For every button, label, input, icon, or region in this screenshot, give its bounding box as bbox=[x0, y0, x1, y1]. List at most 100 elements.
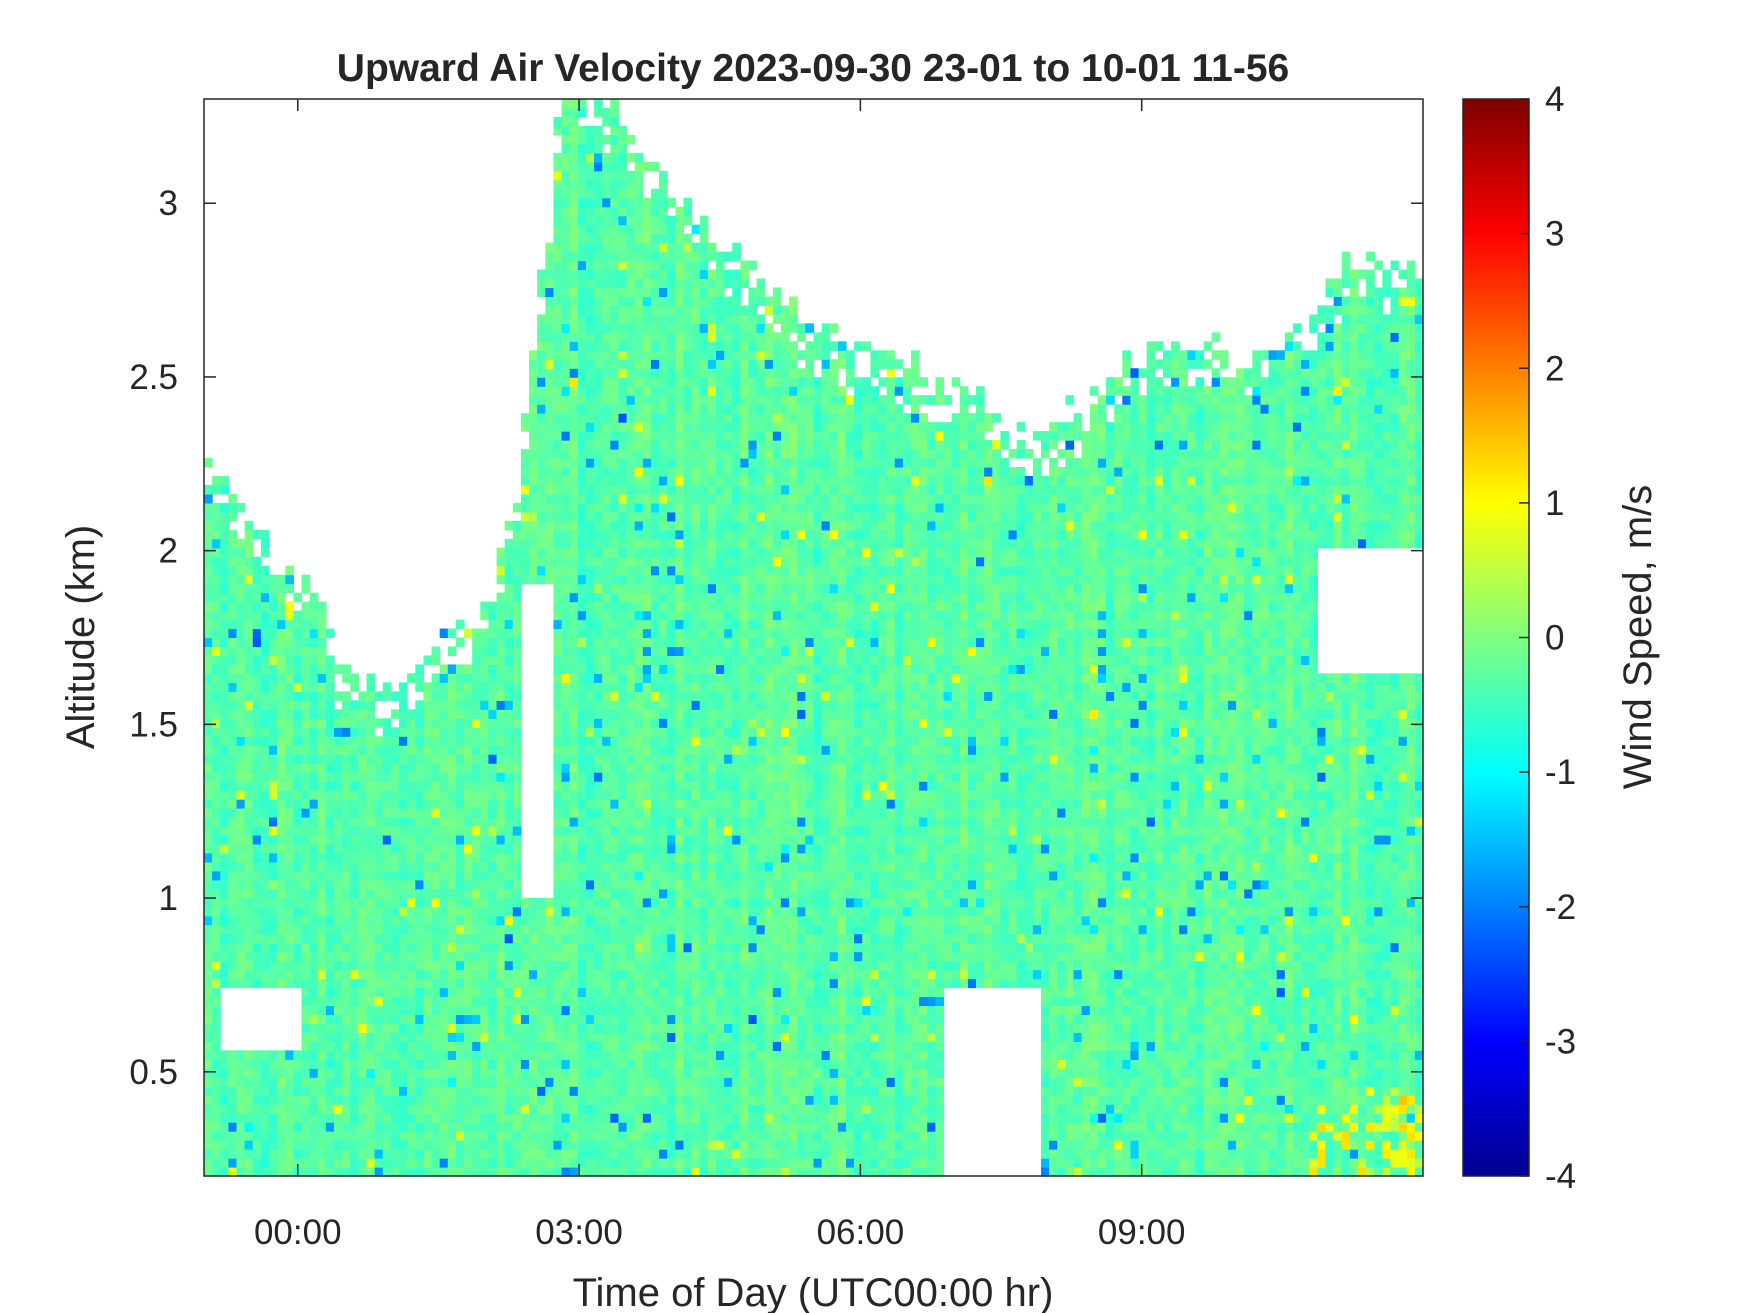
heatmap-cell bbox=[577, 978, 587, 989]
heatmap-cell bbox=[707, 395, 717, 405]
heatmap-cell bbox=[301, 781, 311, 791]
heatmap-cell bbox=[236, 888, 246, 899]
heatmap-cell bbox=[325, 1023, 335, 1033]
heatmap-cell bbox=[626, 1113, 636, 1123]
heatmap-cell bbox=[220, 1095, 229, 1105]
heatmap-cell bbox=[561, 475, 571, 486]
heatmap-cell bbox=[569, 466, 579, 477]
heatmap-cell bbox=[594, 808, 603, 818]
heatmap-cell bbox=[667, 475, 676, 486]
heatmap-cell bbox=[472, 933, 481, 944]
heatmap-cell bbox=[675, 1041, 685, 1051]
heatmap-cell bbox=[342, 1059, 351, 1069]
heatmap-cell bbox=[244, 583, 254, 594]
heatmap-cell bbox=[618, 906, 628, 917]
heatmap-cell bbox=[683, 817, 693, 827]
heatmap-cell bbox=[707, 772, 717, 782]
heatmap-cell bbox=[204, 1149, 213, 1159]
heatmap-cell bbox=[707, 422, 717, 432]
heatmap-cell bbox=[569, 565, 579, 576]
heatmap-cell bbox=[415, 1041, 425, 1051]
heatmap-cell bbox=[667, 933, 676, 944]
heatmap-cell bbox=[602, 107, 611, 118]
heatmap-cell bbox=[342, 996, 351, 1007]
heatmap-cell bbox=[594, 861, 603, 872]
heatmap-cell bbox=[204, 1086, 213, 1096]
heatmap-cell bbox=[334, 736, 343, 746]
heatmap-cell bbox=[529, 386, 538, 396]
heatmap-cell bbox=[512, 1104, 522, 1114]
heatmap-cell bbox=[455, 825, 465, 836]
heatmap-cell bbox=[626, 233, 636, 244]
heatmap-cell bbox=[594, 1059, 603, 1069]
heatmap-cell bbox=[350, 978, 360, 989]
heatmap-cell bbox=[691, 673, 701, 683]
heatmap-cell bbox=[634, 359, 644, 369]
heatmap-cell bbox=[480, 682, 490, 692]
heatmap-cell bbox=[342, 915, 351, 926]
heatmap-cell bbox=[642, 915, 652, 926]
heatmap-cell bbox=[610, 763, 620, 773]
heatmap-cell bbox=[285, 924, 294, 935]
heatmap-cell bbox=[464, 852, 473, 863]
heatmap-cell bbox=[496, 628, 506, 639]
heatmap-cell bbox=[301, 951, 311, 962]
heatmap-cell bbox=[561, 781, 571, 791]
heatmap-cell bbox=[301, 763, 311, 773]
heatmap-cell bbox=[317, 1122, 327, 1132]
heatmap-cell bbox=[480, 1113, 490, 1123]
heatmap-cell bbox=[415, 951, 425, 962]
heatmap-cell bbox=[569, 431, 579, 441]
heatmap-cell bbox=[642, 1041, 652, 1051]
heatmap-cell bbox=[390, 790, 400, 800]
heatmap-cell bbox=[334, 960, 343, 971]
heatmap-cell bbox=[488, 1086, 498, 1096]
heatmap-cell bbox=[334, 996, 343, 1007]
heatmap-cell bbox=[358, 736, 368, 746]
heatmap-cell bbox=[659, 269, 668, 280]
heatmap-cell bbox=[236, 592, 246, 603]
heatmap-cell bbox=[585, 933, 595, 944]
heatmap-cell bbox=[228, 601, 238, 612]
heatmap-cell bbox=[577, 1113, 587, 1123]
heatmap-cell bbox=[464, 1041, 473, 1051]
heatmap-cell bbox=[642, 906, 652, 917]
heatmap-cell bbox=[634, 601, 644, 612]
heatmap-cell bbox=[260, 852, 270, 863]
heatmap-cell bbox=[447, 700, 457, 710]
heatmap-cell bbox=[204, 574, 213, 585]
heatmap-cell bbox=[553, 152, 563, 163]
heatmap-cell bbox=[553, 305, 563, 315]
heatmap-cell bbox=[236, 610, 246, 621]
heatmap-cell bbox=[399, 1149, 408, 1159]
heatmap-cell bbox=[512, 969, 522, 980]
heatmap-cell bbox=[577, 125, 587, 136]
heatmap-cell bbox=[545, 1041, 555, 1051]
heatmap-cell bbox=[610, 116, 620, 127]
heatmap-cell bbox=[512, 502, 522, 513]
heatmap-cell bbox=[212, 906, 221, 917]
heatmap-cell bbox=[236, 852, 246, 863]
heatmap-cell bbox=[553, 458, 563, 468]
heatmap-cell bbox=[610, 610, 620, 621]
heatmap-cell bbox=[212, 843, 221, 854]
heatmap-cell bbox=[220, 1059, 229, 1069]
heatmap-cell bbox=[561, 978, 571, 989]
heatmap-cell bbox=[642, 1068, 652, 1078]
heatmap-cell bbox=[667, 897, 676, 908]
heatmap-cell bbox=[659, 377, 668, 387]
heatmap-cell bbox=[301, 843, 311, 854]
heatmap-cell bbox=[650, 655, 660, 666]
heatmap-cell bbox=[301, 646, 311, 657]
heatmap-cell bbox=[374, 897, 384, 908]
heatmap-cell bbox=[659, 987, 668, 998]
heatmap-cell bbox=[602, 1149, 611, 1159]
heatmap-cell bbox=[675, 682, 685, 692]
heatmap-cell bbox=[659, 475, 668, 486]
heatmap-cell bbox=[309, 808, 319, 818]
heatmap-cell bbox=[529, 538, 538, 549]
heatmap-cell bbox=[464, 745, 473, 755]
heatmap-cell bbox=[504, 924, 514, 935]
heatmap-cell bbox=[602, 592, 611, 603]
heatmap-cell bbox=[277, 1104, 286, 1114]
